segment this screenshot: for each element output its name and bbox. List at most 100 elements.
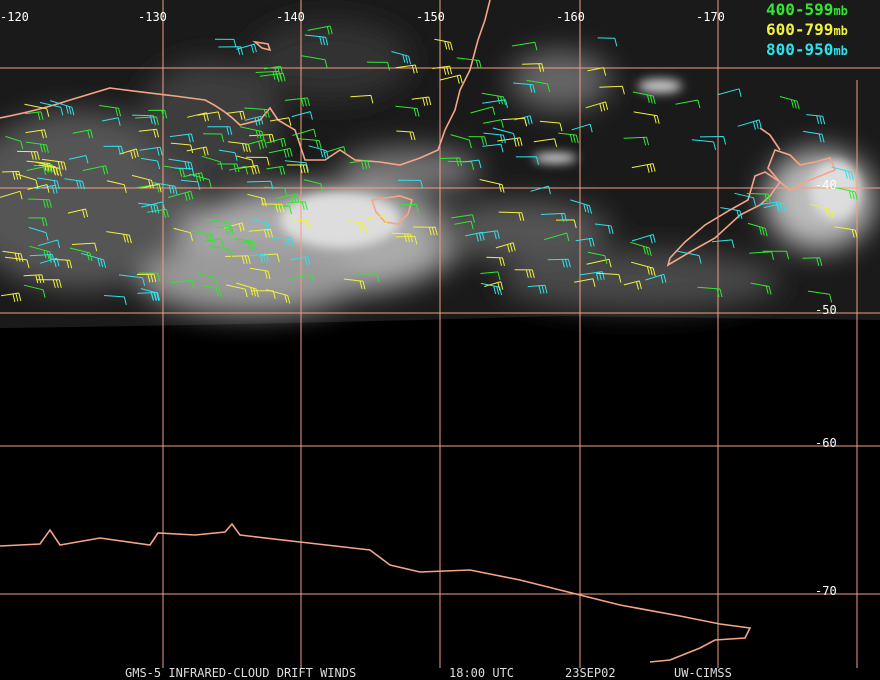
wind-barb [239,126,265,140]
wind-barb [468,136,488,145]
wind-barb [779,96,800,110]
wind-barb [806,114,826,125]
latitude-label: -40 [815,178,837,192]
wind-barb [284,97,310,107]
wind-barb [575,237,595,247]
wind-barb [439,74,463,84]
wind-barb [526,79,551,93]
wind-barb [645,273,667,284]
longitude-label: -170 [696,10,725,24]
axis-labels: -120 -130 -140 -150 -160 -170 -40 -50 -60 -70 [0,10,837,598]
wind-barb [579,271,605,281]
wind-barb [186,146,209,156]
wind-barb [366,215,388,225]
wind-barb [263,65,284,76]
wind-barb [481,92,506,106]
wind-barb [64,178,85,190]
wind-barb [530,185,551,195]
legend-label: 400-599 [766,0,833,19]
wind-barb [594,223,614,235]
wind-barb [353,273,380,283]
legend-entry: 400-599mb [766,0,848,19]
wind-barb [205,218,233,232]
wind-barb [141,201,166,211]
wind-barb [479,179,505,193]
wind-barb [140,183,162,193]
wind-barb [82,165,109,175]
wind-barb [831,166,854,181]
wind-barb [203,133,225,143]
wind-barb [540,212,567,222]
wind-barb [497,137,523,147]
wind-barb [482,143,504,153]
wind-barb [173,167,195,177]
wind-barb [720,207,743,219]
wind-barb [207,126,233,135]
wind-barb [514,269,535,279]
wind-barb [533,138,558,147]
legend-entry: 800-950mb [766,40,848,59]
wind-barb [711,239,735,249]
wind-barb [228,165,249,175]
wind-barb [547,258,571,268]
wind-barb [214,38,237,48]
latitude-label: -50 [815,303,837,317]
wind-barb [558,132,579,144]
wind-barb [103,295,127,306]
wind-barb [203,285,222,297]
wind-barb [746,193,771,203]
wind-barb [555,219,577,229]
wind-barb [226,284,248,298]
wind-barb [132,114,156,124]
wind-barb [106,180,127,193]
wind-barb [675,99,701,109]
wind-barb [570,199,592,214]
wind-barb [25,141,49,154]
wind-barb [187,112,209,122]
wind-barb [141,157,161,170]
longitude-label: -150 [416,10,445,24]
wind-barb [347,220,368,232]
wind-barb [632,91,656,105]
wind-barb [204,238,224,248]
wind-barb [586,258,612,268]
wind-barb [434,38,453,51]
wind-barb [307,25,333,35]
wind-barb [197,111,221,121]
wind-barb [411,96,432,106]
wind-barb [39,257,60,268]
wind-barb [304,34,329,46]
wind-barb [470,106,496,116]
wind-barb [810,203,834,218]
wind-barb [834,226,858,239]
wind-barb [396,130,416,141]
wind-barb [228,141,251,153]
legend-entry: 600-799mb [766,20,848,39]
wind-barb [249,267,271,280]
wind-barb [495,242,516,253]
wind-barb [762,250,790,260]
wind-barb [270,117,292,126]
wind-barb [170,142,194,154]
wind-barb [631,234,656,244]
wind-barb [39,102,64,116]
wind-barb [289,256,311,266]
wind-barb [209,245,233,258]
wind-barb [271,236,294,246]
wind-barb [236,43,257,54]
wind-barb [749,251,775,260]
wind-barb [587,251,608,264]
wind-barb [737,119,762,130]
wind-barb [4,256,30,269]
wind-barb [691,139,717,151]
wind-barb [259,72,286,83]
wind-barb [478,230,500,240]
wind-barb [630,241,652,257]
wind-barb [188,173,212,188]
wind-barb [697,286,723,298]
footer-source: UW-CIMSS [674,666,732,680]
wind-barb [170,279,195,289]
wind-barb [252,290,276,299]
